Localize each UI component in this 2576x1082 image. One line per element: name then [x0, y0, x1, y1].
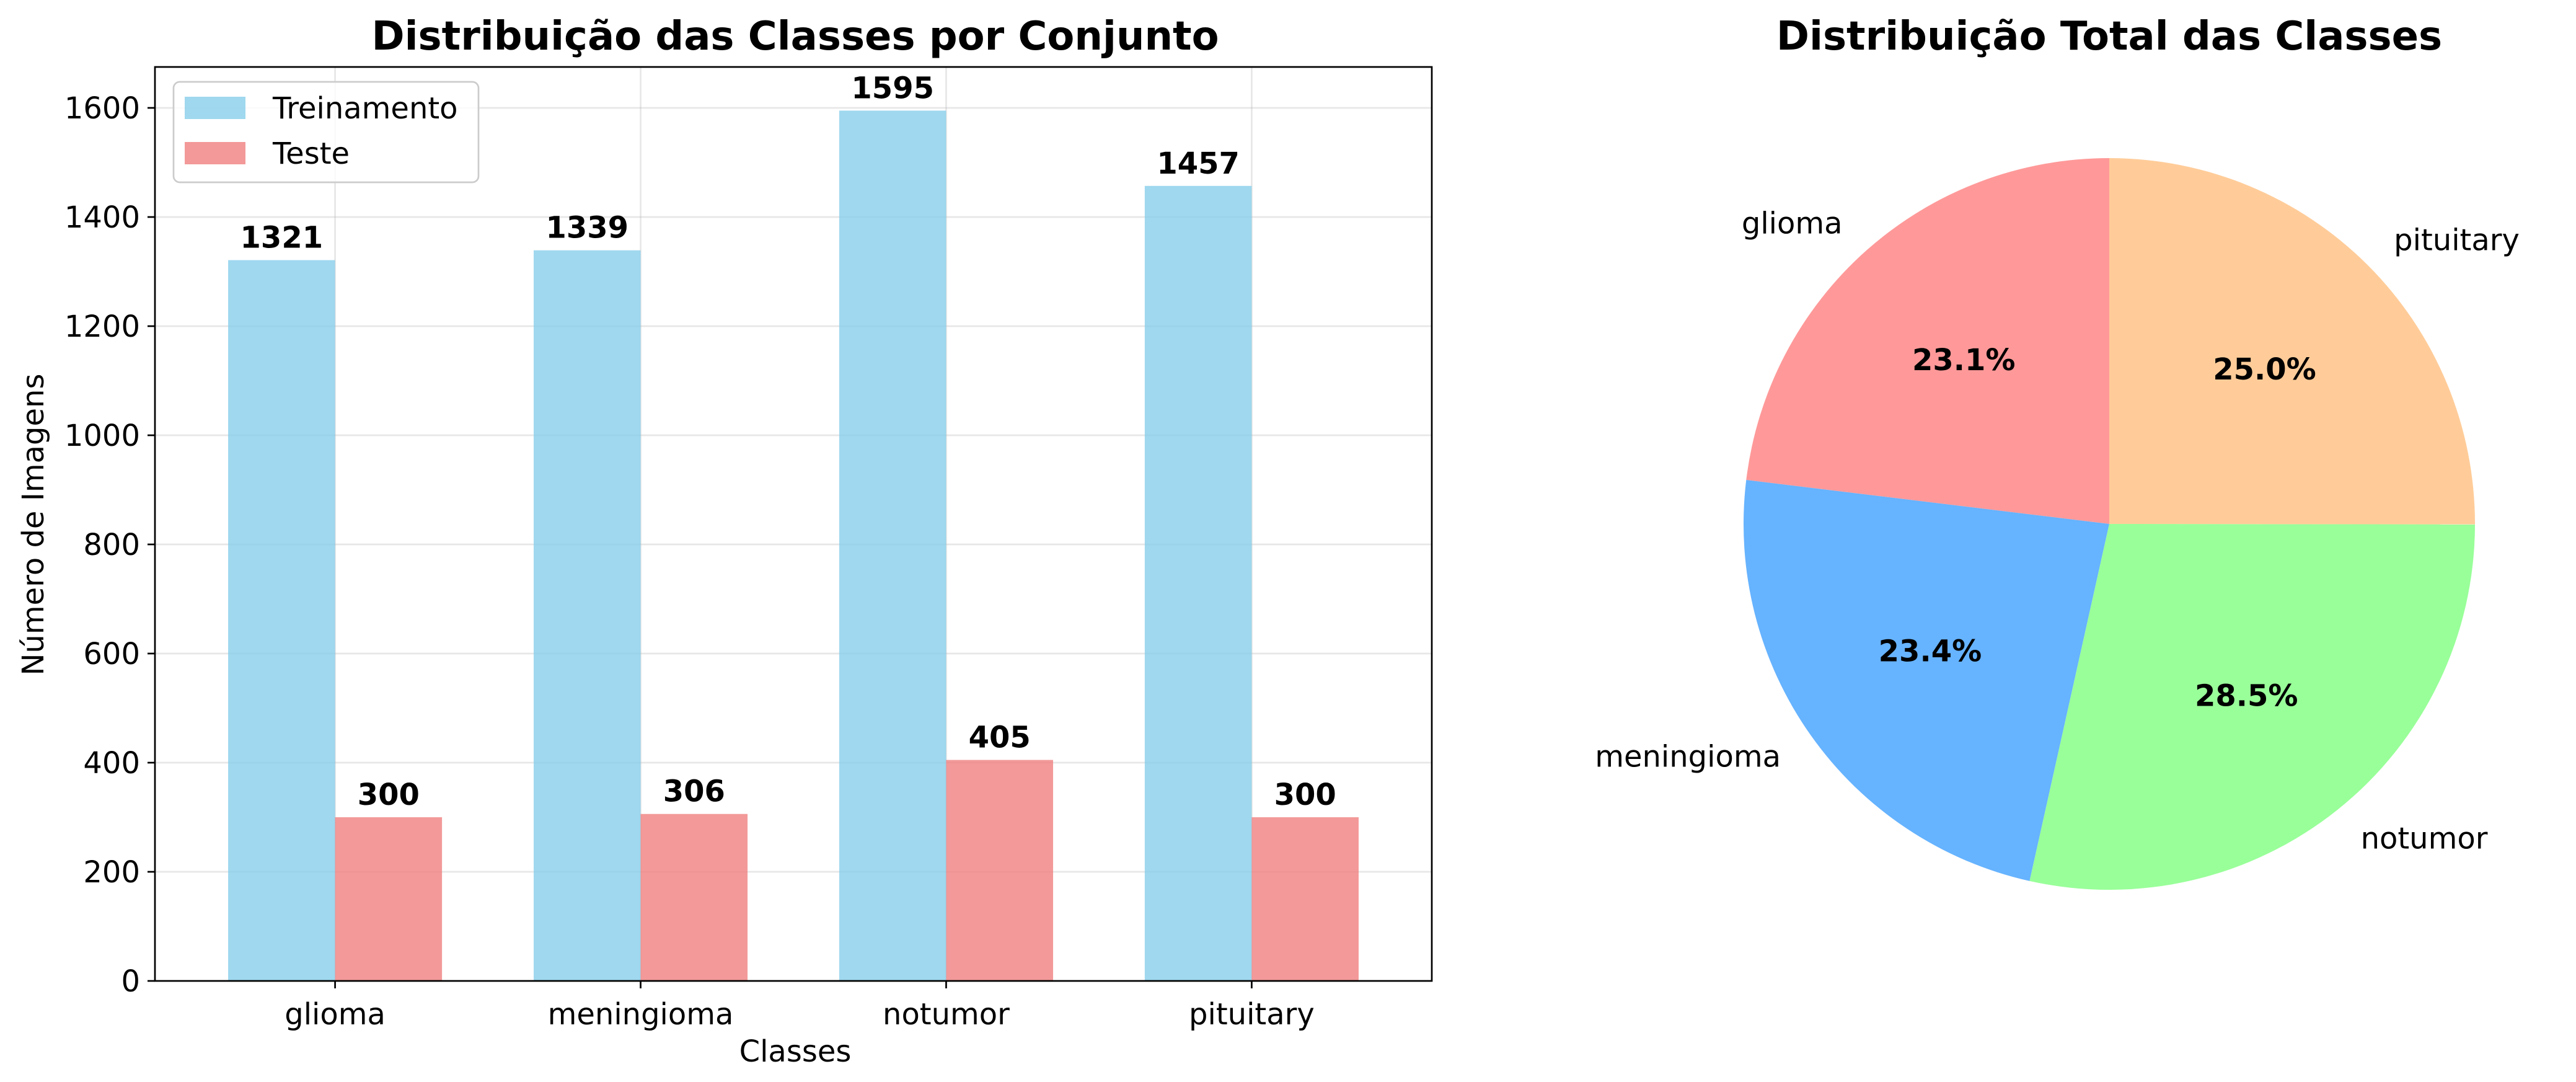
bar-value-label-teste-notumor: 405: [969, 721, 1031, 755]
bar-value-label-treinamento-pituitary: 1457: [1157, 146, 1240, 181]
bar-treinamento-meningioma: [534, 250, 641, 982]
pie-percent-label-pituitary: 25.0%: [2213, 352, 2316, 387]
bar-axes-frame: [154, 66, 1433, 982]
bar-teste-notumor: [946, 760, 1053, 981]
pie-percent-label-meningioma: 23.4%: [1879, 634, 1982, 668]
y-tick-label: 0: [121, 964, 140, 999]
bar-teste-meningioma: [640, 814, 748, 981]
pie-slice-notumor: [2029, 524, 2475, 890]
bar-teste-glioma: [335, 817, 443, 981]
bar-treinamento-glioma: [228, 260, 335, 981]
y-tick-label: 200: [83, 855, 140, 890]
bar-value-label-teste-meningioma: 306: [663, 774, 725, 809]
legend-swatch-teste: [185, 142, 245, 164]
x-tick-label-meningioma: meningioma: [548, 997, 734, 1032]
pie-slice-meningioma: [1744, 480, 2109, 881]
y-tick-label: 800: [83, 528, 140, 562]
legend-swatch-treinamento: [185, 97, 245, 119]
pie-label-meningioma: meningioma: [1595, 740, 1781, 774]
pie-chart-title: Distribuição Total das Classes: [1776, 14, 2442, 60]
pie-chart: Distribuição Total das Classes 23.1% glio…: [1595, 14, 2520, 890]
legend-label-treinamento: Treinamento: [272, 91, 458, 126]
pie-slices: [1744, 158, 2475, 890]
bar-value-labels: 1321 1339 1595 1457 300 306 405 300: [240, 71, 1336, 812]
pie-percent-label-notumor: 28.5%: [2195, 678, 2298, 713]
pie-label-glioma: glioma: [1742, 206, 1843, 241]
x-tick-label-glioma: glioma: [285, 997, 386, 1032]
y-tick-label: 1400: [64, 200, 140, 235]
pie-slice-pituitary: [2109, 158, 2475, 525]
y-tick-label: 600: [83, 637, 140, 672]
pie-label-notumor: notumor: [2361, 822, 2488, 856]
bar-y-axis-label: Número de Imagens: [16, 374, 51, 676]
bar-axes: 0 200 400 600 800 1000 1200 1400 1600 glioma menin…: [64, 66, 1433, 1032]
legend-frame: [172, 81, 480, 184]
y-tick-label: 1000: [64, 419, 140, 453]
pie-slice-glioma: [1746, 158, 2109, 524]
y-tick-label: 1200: [64, 309, 140, 344]
x-tick-label-notumor: notumor: [883, 997, 1010, 1032]
bar-treinamento-pituitary: [1144, 185, 1252, 982]
x-tick-label-pituitary: pituitary: [1189, 997, 1315, 1032]
bar-legend: Treinamento Teste: [172, 81, 480, 184]
bar-value-label-treinamento-notumor: 1595: [851, 71, 934, 105]
bar-value-label-treinamento-glioma: 1321: [240, 221, 324, 255]
bar-x-axis-label: Classes: [739, 1034, 852, 1069]
bar-value-label-teste-glioma: 300: [358, 778, 420, 812]
pie-percent-label-glioma: 23.1%: [1912, 343, 2016, 378]
pie-labels: 23.1% glioma 23.4% meningioma 28.5% notumor 25…: [1595, 206, 2520, 856]
pie-label-pituitary: pituitary: [2394, 223, 2520, 257]
legend-label-teste: Teste: [272, 136, 350, 171]
y-tick-label: 400: [83, 746, 140, 781]
bar-teste-pituitary: [1251, 817, 1359, 981]
bar-chart: Distribuição das Classes por Conjunto 13…: [16, 14, 1433, 1069]
bar-chart-title: Distribuição das Classes por Conjunto: [371, 14, 1219, 60]
y-tick-label: 1600: [64, 91, 140, 126]
bar-bars: [228, 110, 1359, 982]
bar-value-label-teste-pituitary: 300: [1274, 778, 1336, 812]
bar-value-label-treinamento-meningioma: 1339: [545, 211, 629, 246]
bar-treinamento-notumor: [839, 110, 946, 981]
